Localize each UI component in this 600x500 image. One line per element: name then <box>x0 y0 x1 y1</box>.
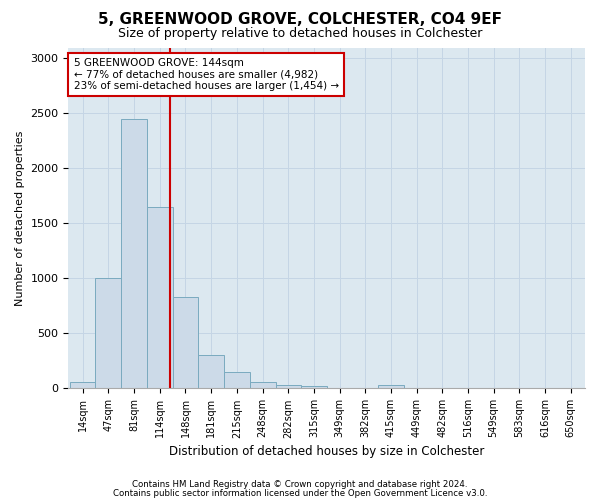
Bar <box>250 382 275 388</box>
Text: Size of property relative to detached houses in Colchester: Size of property relative to detached ho… <box>118 28 482 40</box>
Bar <box>224 372 250 388</box>
Bar <box>173 297 198 388</box>
Bar <box>70 382 95 388</box>
Text: Contains public sector information licensed under the Open Government Licence v3: Contains public sector information licen… <box>113 488 487 498</box>
Y-axis label: Number of detached properties: Number of detached properties <box>15 130 25 306</box>
Text: 5 GREENWOOD GROVE: 144sqm
← 77% of detached houses are smaller (4,982)
23% of se: 5 GREENWOOD GROVE: 144sqm ← 77% of detac… <box>74 58 338 91</box>
Text: 5, GREENWOOD GROVE, COLCHESTER, CO4 9EF: 5, GREENWOOD GROVE, COLCHESTER, CO4 9EF <box>98 12 502 28</box>
Bar <box>198 356 224 388</box>
Bar <box>275 384 301 388</box>
Bar <box>95 278 121 388</box>
Bar <box>121 119 146 388</box>
Text: Contains HM Land Registry data © Crown copyright and database right 2024.: Contains HM Land Registry data © Crown c… <box>132 480 468 489</box>
Bar <box>146 207 173 388</box>
Bar <box>301 386 327 388</box>
X-axis label: Distribution of detached houses by size in Colchester: Distribution of detached houses by size … <box>169 444 484 458</box>
Bar <box>378 385 404 388</box>
